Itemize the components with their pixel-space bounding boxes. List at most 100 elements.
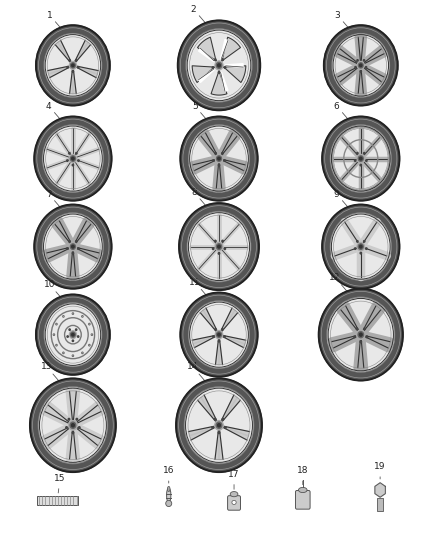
Ellipse shape bbox=[333, 35, 389, 96]
Ellipse shape bbox=[71, 156, 75, 161]
Polygon shape bbox=[221, 308, 235, 331]
Ellipse shape bbox=[366, 160, 367, 161]
Ellipse shape bbox=[327, 297, 395, 372]
Text: 3: 3 bbox=[335, 11, 353, 34]
Ellipse shape bbox=[45, 35, 101, 96]
Ellipse shape bbox=[91, 334, 93, 336]
Ellipse shape bbox=[45, 304, 101, 366]
Ellipse shape bbox=[366, 248, 367, 249]
Text: 1: 1 bbox=[47, 11, 66, 34]
Ellipse shape bbox=[224, 336, 225, 337]
Text: 9: 9 bbox=[334, 190, 353, 213]
Ellipse shape bbox=[81, 352, 83, 354]
Ellipse shape bbox=[72, 333, 74, 336]
Ellipse shape bbox=[63, 316, 64, 317]
Ellipse shape bbox=[70, 422, 76, 429]
Ellipse shape bbox=[354, 160, 356, 161]
Ellipse shape bbox=[166, 500, 172, 506]
Ellipse shape bbox=[364, 240, 365, 242]
Ellipse shape bbox=[187, 212, 251, 281]
Polygon shape bbox=[201, 395, 217, 421]
Ellipse shape bbox=[72, 313, 74, 314]
Ellipse shape bbox=[189, 125, 249, 192]
Polygon shape bbox=[221, 39, 228, 59]
Ellipse shape bbox=[69, 243, 77, 251]
Ellipse shape bbox=[364, 328, 365, 329]
Bar bbox=[38, 496, 78, 505]
Ellipse shape bbox=[332, 34, 389, 97]
Polygon shape bbox=[211, 71, 227, 95]
Text: 17: 17 bbox=[228, 470, 240, 489]
Ellipse shape bbox=[70, 332, 75, 337]
Ellipse shape bbox=[331, 213, 391, 280]
Polygon shape bbox=[75, 41, 88, 62]
Ellipse shape bbox=[224, 248, 226, 249]
Ellipse shape bbox=[216, 62, 222, 68]
Ellipse shape bbox=[72, 355, 74, 357]
Text: 2: 2 bbox=[191, 5, 211, 29]
Ellipse shape bbox=[78, 67, 79, 68]
FancyBboxPatch shape bbox=[228, 496, 240, 510]
Ellipse shape bbox=[39, 388, 106, 463]
Polygon shape bbox=[77, 66, 98, 74]
Ellipse shape bbox=[216, 332, 222, 337]
Ellipse shape bbox=[358, 332, 364, 338]
Ellipse shape bbox=[331, 125, 391, 192]
Ellipse shape bbox=[72, 340, 74, 342]
Ellipse shape bbox=[67, 336, 68, 337]
Ellipse shape bbox=[364, 152, 365, 154]
Ellipse shape bbox=[215, 61, 223, 70]
Ellipse shape bbox=[69, 155, 77, 163]
Ellipse shape bbox=[186, 29, 252, 102]
Ellipse shape bbox=[360, 341, 361, 343]
Ellipse shape bbox=[178, 20, 260, 110]
Ellipse shape bbox=[63, 352, 64, 354]
Ellipse shape bbox=[216, 156, 222, 161]
Ellipse shape bbox=[75, 329, 77, 330]
Ellipse shape bbox=[218, 333, 220, 336]
Polygon shape bbox=[222, 310, 238, 331]
Ellipse shape bbox=[42, 213, 103, 280]
Ellipse shape bbox=[39, 387, 107, 464]
Ellipse shape bbox=[76, 240, 77, 242]
Ellipse shape bbox=[179, 203, 259, 290]
Ellipse shape bbox=[360, 64, 362, 67]
Ellipse shape bbox=[357, 152, 358, 154]
Polygon shape bbox=[48, 66, 69, 74]
Ellipse shape bbox=[215, 243, 223, 251]
Ellipse shape bbox=[71, 244, 75, 249]
Ellipse shape bbox=[69, 331, 76, 338]
Text: 16: 16 bbox=[163, 466, 174, 483]
Ellipse shape bbox=[43, 214, 102, 279]
Ellipse shape bbox=[36, 25, 110, 106]
Polygon shape bbox=[198, 69, 214, 83]
Ellipse shape bbox=[180, 117, 258, 200]
Polygon shape bbox=[198, 49, 214, 61]
Text: 5: 5 bbox=[192, 101, 211, 125]
Ellipse shape bbox=[365, 67, 367, 68]
Polygon shape bbox=[221, 72, 228, 91]
Ellipse shape bbox=[224, 160, 225, 161]
Polygon shape bbox=[192, 66, 214, 83]
Ellipse shape bbox=[67, 248, 68, 249]
Ellipse shape bbox=[186, 388, 252, 463]
Ellipse shape bbox=[322, 117, 399, 200]
Ellipse shape bbox=[189, 301, 249, 368]
Text: 4: 4 bbox=[46, 101, 65, 125]
Ellipse shape bbox=[43, 126, 102, 191]
Ellipse shape bbox=[357, 330, 365, 339]
Ellipse shape bbox=[44, 303, 102, 366]
Ellipse shape bbox=[166, 488, 171, 503]
Ellipse shape bbox=[36, 294, 110, 375]
Ellipse shape bbox=[42, 125, 103, 192]
Ellipse shape bbox=[78, 336, 79, 337]
Ellipse shape bbox=[364, 60, 365, 61]
Text: 15: 15 bbox=[54, 474, 66, 493]
Ellipse shape bbox=[212, 248, 214, 249]
Ellipse shape bbox=[222, 329, 223, 330]
Ellipse shape bbox=[30, 378, 116, 472]
Ellipse shape bbox=[34, 205, 112, 289]
Polygon shape bbox=[70, 70, 73, 94]
Polygon shape bbox=[73, 70, 76, 94]
Ellipse shape bbox=[360, 245, 362, 248]
